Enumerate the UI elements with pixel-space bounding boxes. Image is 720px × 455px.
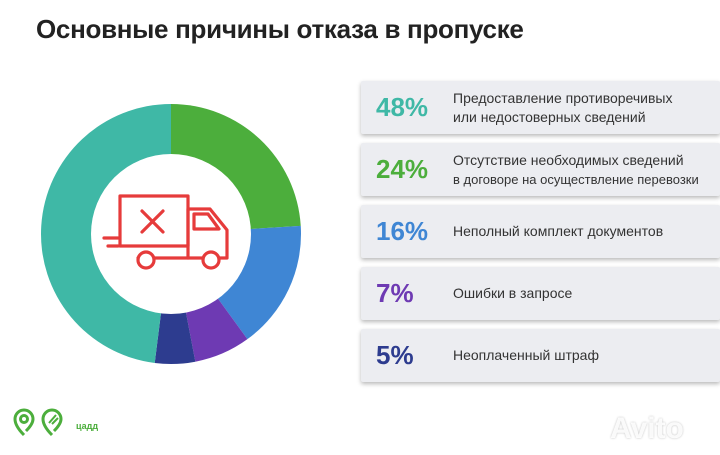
legend-line-2: в договоре на осуществление перевозки [453, 171, 699, 187]
legend-description: Неполный комплект документов [453, 223, 664, 239]
legend-percent: 7% [376, 278, 414, 308]
page-title: Основные причины отказа в пропуске [36, 14, 524, 44]
legend-percent: 48% [376, 92, 429, 122]
legend-item: 48% Предоставление противоречивых или нед… [361, 81, 720, 134]
cadd-logo-icon [13, 408, 63, 437]
legend-percent: 24% [376, 154, 429, 184]
legend-percent: 16% [376, 216, 429, 246]
legend-item: 16% Неполный комплект документов [361, 205, 720, 258]
legend-line-1: Предоставление противоречивых [453, 89, 673, 106]
legend-description: Предоставление противоречивых или недосто… [453, 81, 720, 134]
legend-description: Неоплаченный штраф [453, 347, 599, 363]
legend-item: 7% Ошибки в запросе [361, 267, 720, 320]
legend-list: 48% Предоставление противоречивых или нед… [361, 81, 720, 391]
logo-text: цадд [76, 421, 99, 431]
donut-hole [91, 154, 251, 314]
legend-line-1: Отсутствие необходимых сведений [453, 151, 684, 168]
legend-item: 5% Неоплаченный штраф [361, 329, 720, 382]
avito-watermark: Avito [610, 412, 684, 445]
legend-description: Отсутствие необходимых сведений в договор… [453, 143, 720, 196]
legend-percent: 5% [376, 340, 414, 370]
legend-line-2: или недостоверных сведений [453, 108, 646, 125]
legend-description: Ошибки в запросе [453, 285, 573, 301]
legend-item: 24% Отсутствие необходимых сведений в дог… [361, 143, 720, 196]
truck-cross-icon [102, 194, 229, 270]
